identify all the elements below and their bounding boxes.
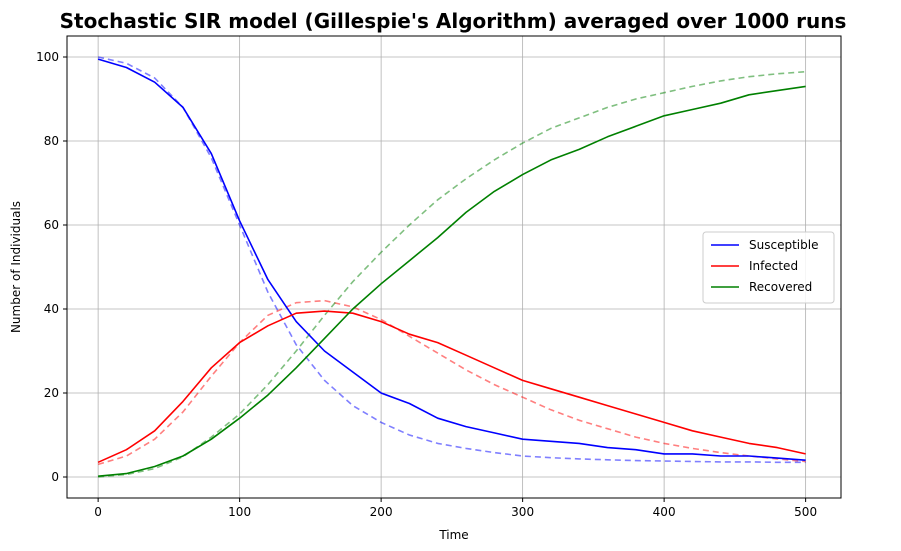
reference-4-dashed-line bbox=[97, 299, 806, 466]
y-axis-label: Number of Individuals bbox=[9, 201, 23, 333]
x-tick-label: 0 bbox=[94, 505, 102, 519]
x-axis-label: Time bbox=[438, 528, 468, 542]
legend-label: Recovered bbox=[749, 280, 812, 294]
x-tick-label: 500 bbox=[794, 505, 817, 519]
y-axis-ticks: 0 20 40 60 80 100 bbox=[36, 50, 67, 484]
x-axis-ticks: 0 100 200 300 400 500 bbox=[94, 498, 817, 519]
y-tick-label: 60 bbox=[44, 218, 59, 232]
susceptible-line bbox=[97, 58, 806, 461]
chart-title: Stochastic SIR model (Gillespie's Algori… bbox=[60, 9, 847, 33]
y-tick-label: 40 bbox=[44, 302, 59, 316]
legend-box bbox=[702, 231, 835, 304]
x-tick-label: 400 bbox=[653, 505, 676, 519]
x-tick-label: 300 bbox=[511, 505, 534, 519]
y-tick-label: 80 bbox=[44, 134, 59, 148]
legend-label: Infected bbox=[749, 259, 798, 273]
y-tick-label: 20 bbox=[44, 386, 59, 400]
legend: Susceptible Infected Recovered bbox=[702, 231, 835, 304]
y-tick-label: 0 bbox=[51, 470, 59, 484]
legend-label: Susceptible bbox=[749, 238, 818, 252]
reference-3-dashed-line bbox=[97, 56, 806, 464]
infected-line bbox=[97, 310, 806, 464]
plot-frame bbox=[66, 35, 842, 499]
recovered-line bbox=[98, 85, 806, 477]
grid-lines bbox=[67, 36, 841, 498]
x-tick-label: 200 bbox=[370, 505, 393, 519]
y-tick-label: 100 bbox=[36, 50, 59, 64]
x-tick-label: 100 bbox=[228, 505, 251, 519]
series-layer bbox=[97, 56, 806, 478]
